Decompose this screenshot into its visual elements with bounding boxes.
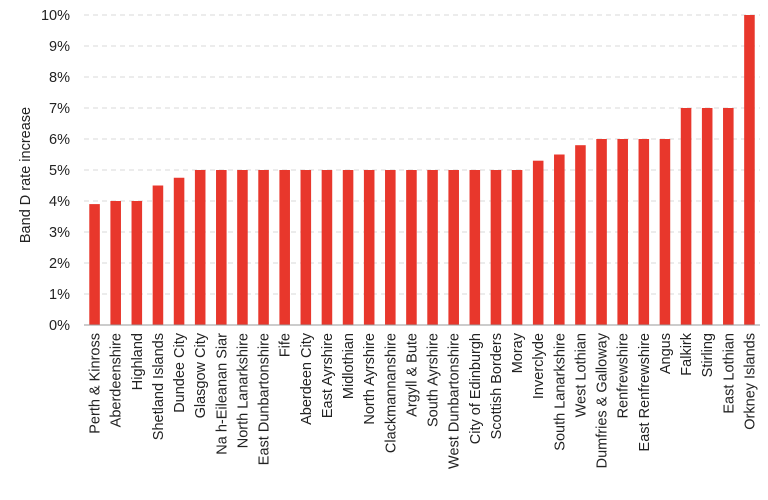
bar — [131, 201, 143, 325]
bar — [385, 170, 396, 325]
bar — [532, 160, 544, 325]
x-tick-label: East Lothian — [721, 333, 737, 414]
x-tick-label: Glasgow City — [193, 332, 209, 418]
bar — [110, 201, 121, 325]
bar — [237, 170, 248, 325]
y-tick-label: 8% — [49, 70, 70, 86]
x-tick-label: Highland — [130, 333, 146, 390]
x-tick-label: Na h-Eileanan Siar — [214, 333, 230, 455]
x-tick-label: East Ayrshire — [320, 333, 336, 418]
x-tick-label: Angus — [658, 333, 674, 374]
y-tick-label: 5% — [49, 163, 70, 179]
bar — [469, 170, 481, 325]
gridlines — [84, 14, 760, 295]
x-tick-label: Midlothian — [341, 333, 357, 399]
x-tick-label: Fife — [278, 333, 294, 357]
bar — [258, 170, 269, 325]
y-tick-label: 0% — [49, 318, 70, 334]
x-tick-label: North Lanarkshire — [235, 333, 251, 448]
bar — [152, 185, 164, 325]
x-tick-label: Stirling — [700, 333, 716, 377]
bar — [363, 170, 375, 325]
bar — [680, 108, 692, 325]
bar — [216, 170, 227, 325]
x-tick-label: Aberdeen City — [299, 332, 315, 425]
bar — [194, 170, 206, 325]
bar — [659, 139, 671, 325]
x-axis-category-labels: Perth & Kinross Aberdeenshire Highland Shet… — [88, 332, 759, 469]
x-tick-label: South Lanarkshire — [552, 333, 568, 451]
bar — [427, 170, 438, 325]
x-tick-label: Dundee City — [172, 332, 188, 413]
x-tick-label: Perth & Kinross — [88, 333, 104, 434]
bar — [448, 170, 459, 325]
x-tick-label: East Renfrewshire — [637, 333, 653, 451]
x-tick-label: Falkirk — [679, 332, 695, 375]
bar — [596, 139, 607, 325]
bar — [173, 177, 185, 325]
bar — [554, 154, 565, 325]
y-tick-label: 6% — [49, 132, 70, 148]
y-tick-label: 9% — [49, 39, 70, 55]
x-tick-label: Inverclyde — [531, 333, 547, 399]
y-tick-label: 3% — [49, 225, 70, 241]
bar — [89, 204, 100, 325]
y-tick-label: 7% — [49, 101, 70, 117]
x-tick-label: West Dunbartonshire — [447, 333, 463, 469]
x-tick-label: Shetland Islands — [151, 333, 167, 440]
bar — [638, 139, 650, 325]
x-tick-label: Aberdeenshire — [109, 333, 125, 427]
x-tick-label: Moray — [510, 332, 526, 373]
y-tick-label: 4% — [49, 194, 70, 210]
x-tick-label: North Ayrshire — [362, 333, 378, 425]
y-tick-label: 10% — [41, 8, 70, 24]
y-axis-label: Band D rate increase — [18, 107, 34, 243]
x-tick-label: West Lothian — [573, 333, 589, 417]
x-tick-label: Renfrewshire — [616, 333, 632, 418]
x-tick-label: East Dunbartonshire — [257, 333, 273, 465]
bar — [744, 15, 755, 325]
y-tick-label: 2% — [49, 256, 70, 272]
bar — [723, 108, 734, 325]
y-axis-ticks: 0% 1% 2% 3% 4% 5% 6% 7% 8% 9% 10% — [41, 8, 70, 334]
x-tick-label: Orkney Islands — [742, 333, 758, 430]
x-tick-label: Clackmannanshire — [383, 333, 399, 453]
bar — [575, 145, 586, 325]
bar — [511, 170, 523, 325]
bar — [321, 170, 333, 325]
x-tick-label: South Ayrshire — [426, 333, 442, 427]
x-tick-label: Scottish Borders — [489, 333, 505, 439]
x-tick-label: Dumfries & Galloway — [595, 332, 611, 468]
bar — [490, 170, 502, 325]
bar — [701, 108, 713, 325]
bar — [617, 139, 628, 325]
bar — [342, 170, 354, 325]
bar — [300, 170, 312, 325]
bars — [89, 15, 755, 325]
x-tick-label: City of Edinburgh — [468, 333, 484, 444]
x-tick-label: Argyll & Bute — [404, 333, 420, 417]
y-tick-label: 1% — [49, 287, 70, 303]
bar — [279, 170, 290, 325]
bar — [406, 170, 417, 325]
